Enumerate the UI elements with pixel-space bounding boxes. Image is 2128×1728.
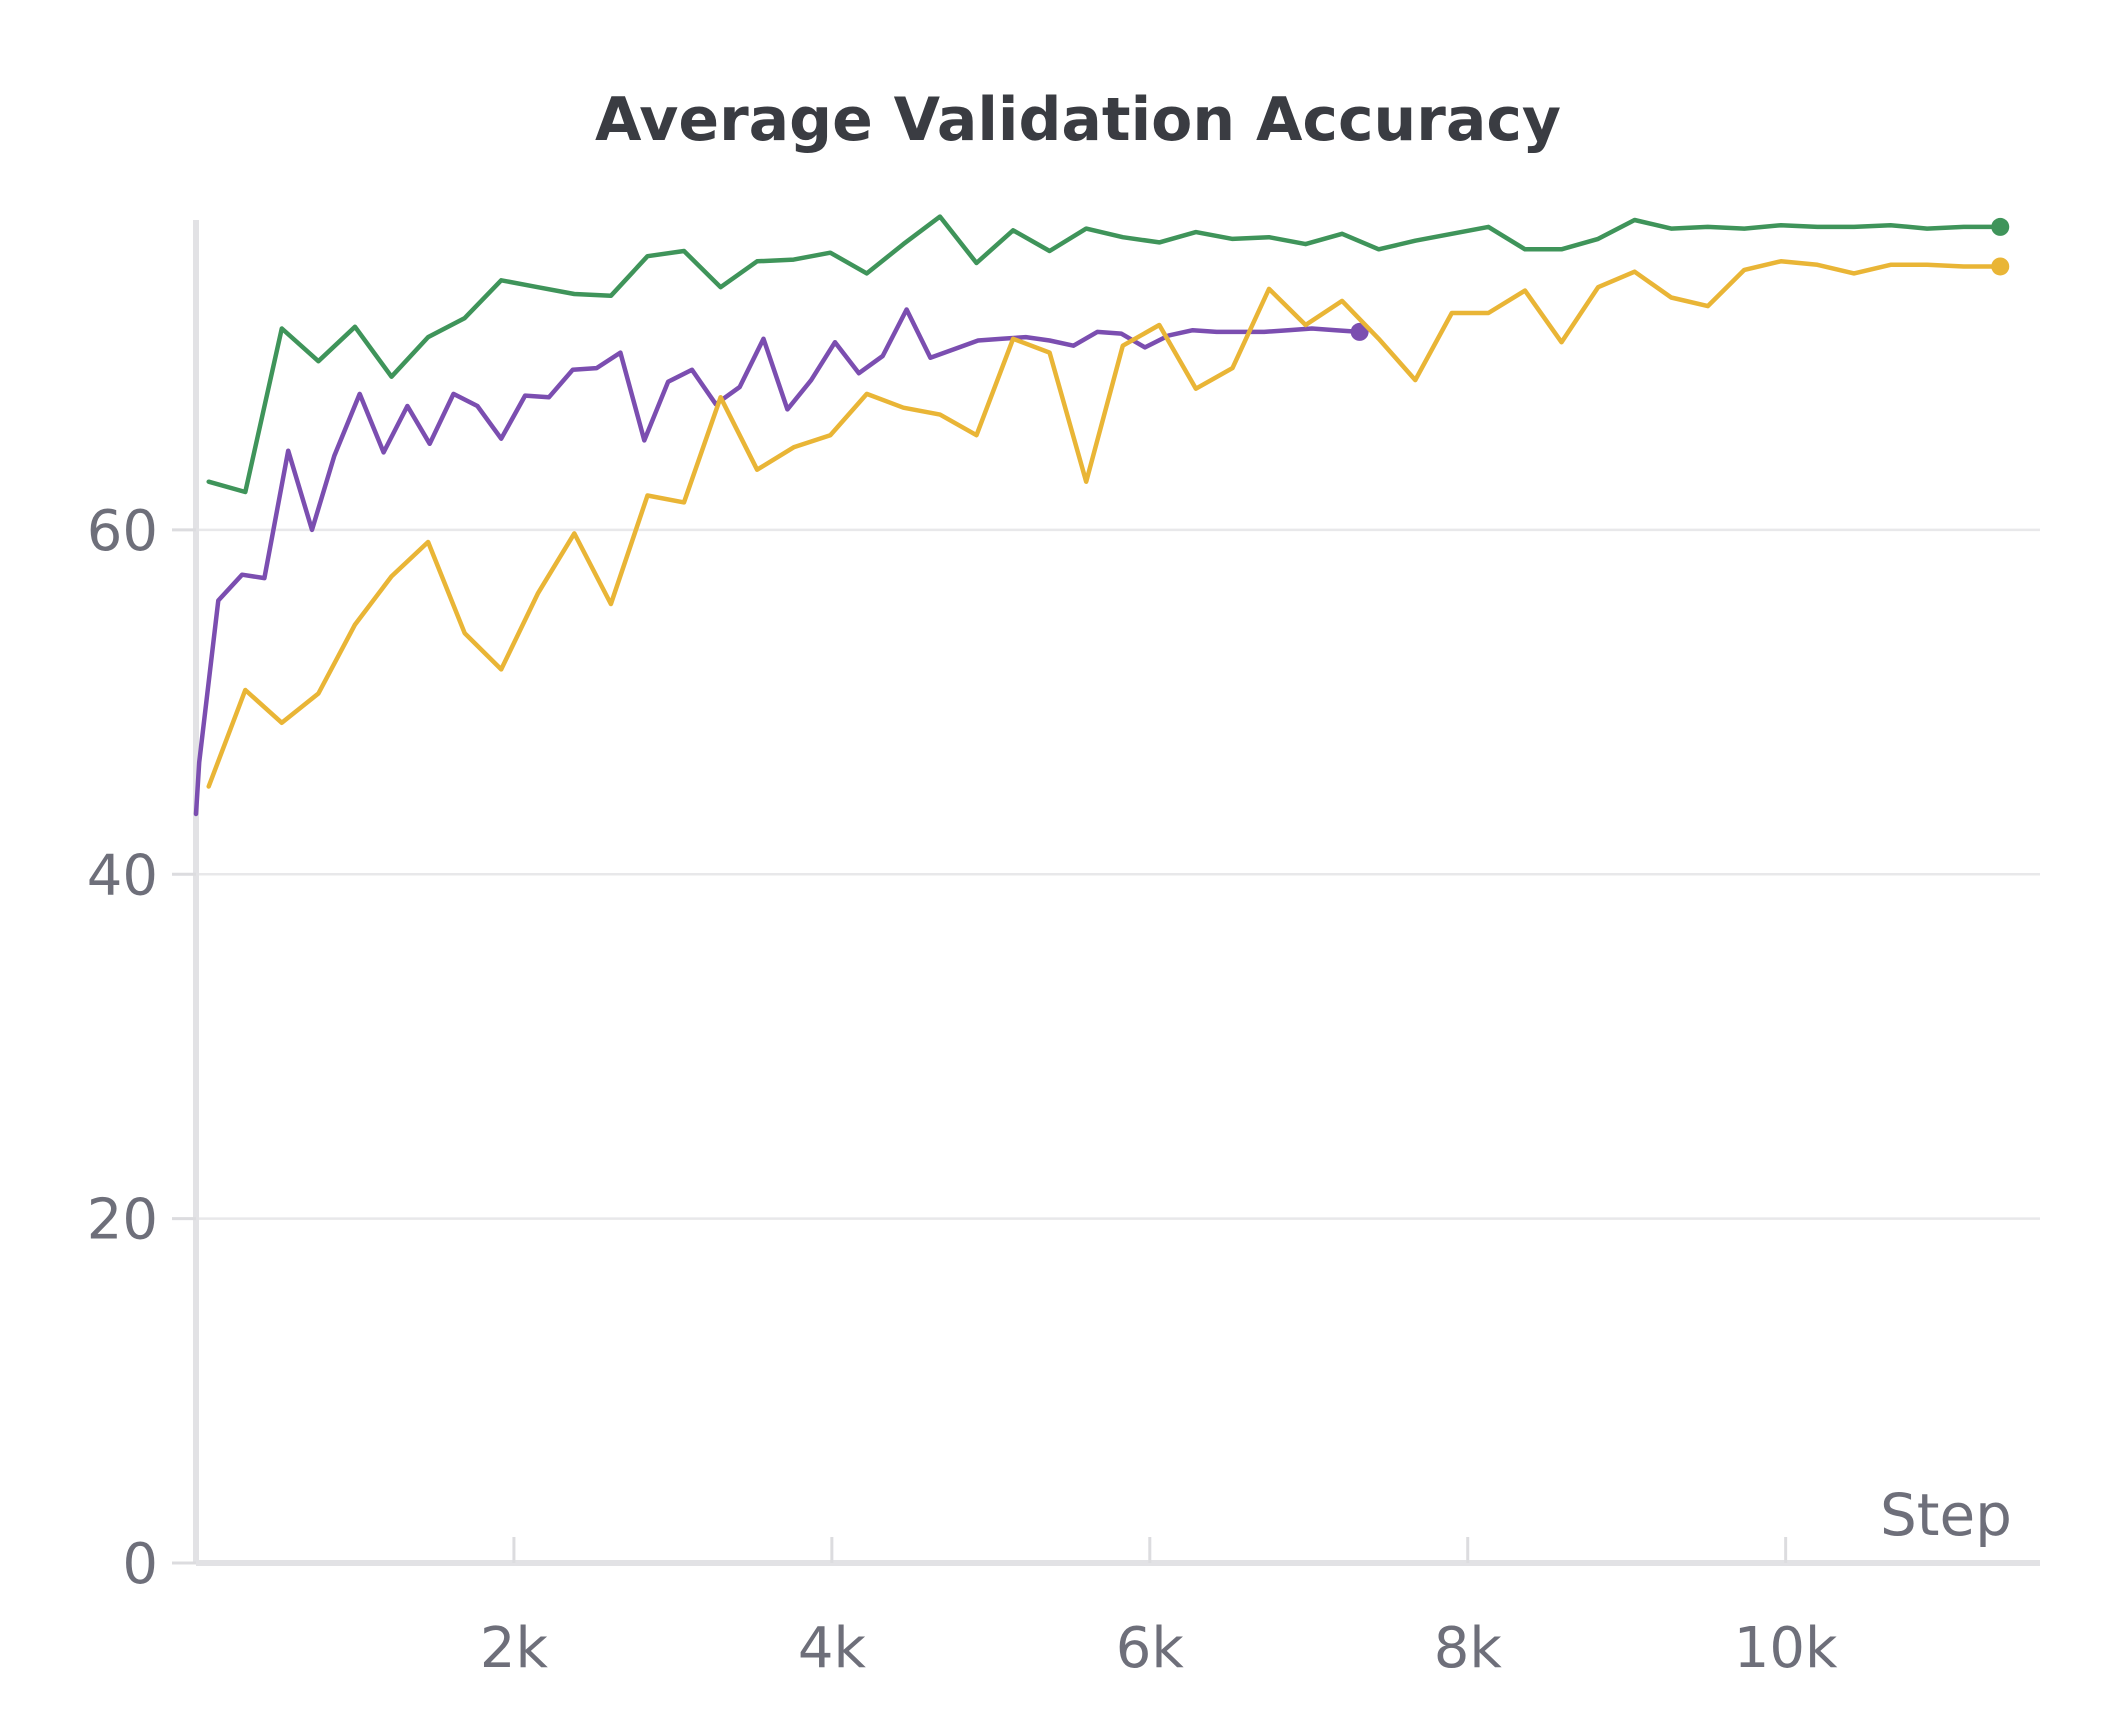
series-end-marker xyxy=(1350,322,1369,341)
y-tick-label: 0 xyxy=(122,1532,158,1597)
series-2 xyxy=(206,257,2010,789)
series-line xyxy=(206,259,2003,789)
series xyxy=(193,214,2010,817)
y-tick-label: 40 xyxy=(87,843,158,908)
axes xyxy=(193,220,2040,1566)
x-tick-label: 8k xyxy=(1434,1616,1503,1681)
series-1 xyxy=(193,307,1369,817)
ticks: 0 20 40 60 2k 4k 6k 8k 10k xyxy=(87,499,1838,1681)
series-line xyxy=(193,307,1362,817)
y-tick-label: 60 xyxy=(87,499,158,564)
x-tick-label: 6k xyxy=(1116,1616,1185,1681)
x-tick-label: 4k xyxy=(798,1616,867,1681)
y-tick-label: 20 xyxy=(87,1188,158,1253)
grid-lines xyxy=(196,528,2040,1220)
series-0 xyxy=(206,214,2010,495)
x-tick-label: 2k xyxy=(480,1616,549,1681)
series-line xyxy=(206,214,2003,495)
x-axis-title: Step xyxy=(1880,1481,2012,1549)
series-end-marker xyxy=(1991,257,2010,276)
x-tick-label: 10k xyxy=(1734,1616,1838,1681)
series-end-marker xyxy=(1991,217,2010,236)
chart-title: Average Validation Accuracy xyxy=(595,85,1561,155)
